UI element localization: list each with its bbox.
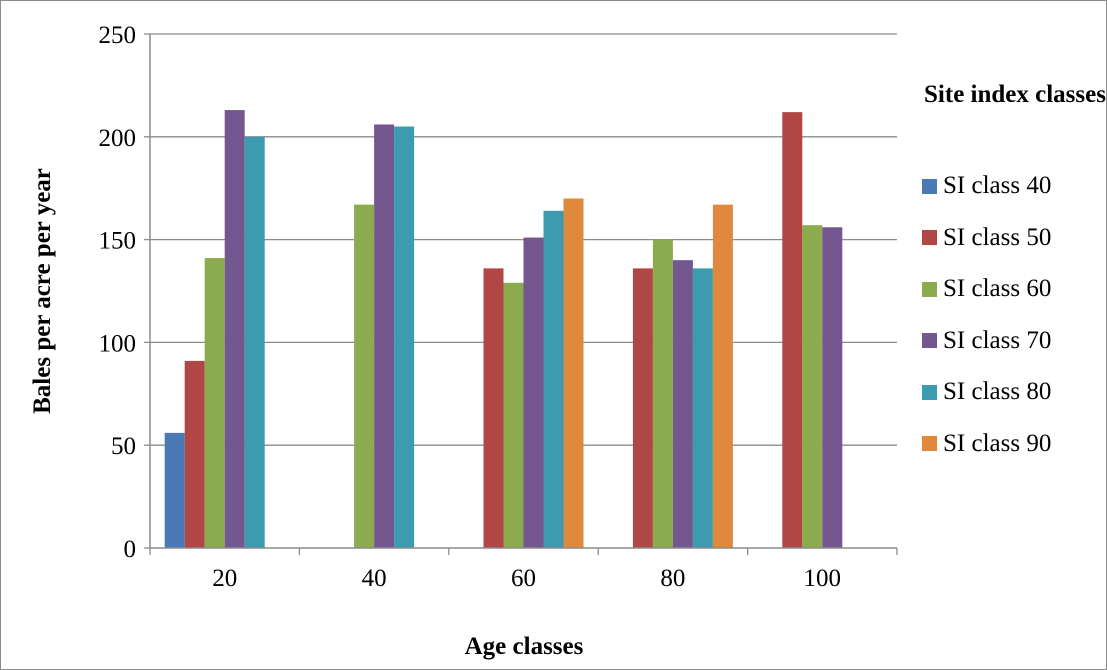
bar	[503, 282, 524, 548]
bar	[483, 268, 504, 548]
y-tick-label: 200	[99, 125, 137, 152]
legend-label: SI class 50	[943, 223, 1052, 251]
legend-swatch	[922, 281, 937, 297]
bar	[563, 198, 584, 549]
y-tick-label: 250	[99, 22, 137, 49]
bar	[394, 126, 415, 549]
y-tick-label: 0	[124, 536, 137, 563]
legend-label: SI class 70	[943, 326, 1052, 354]
axes	[149, 34, 897, 549]
bar	[354, 204, 375, 548]
legend-swatch	[922, 384, 937, 400]
x-tick-label: 40	[362, 565, 387, 592]
x-tick-label: 60	[511, 565, 536, 592]
bar	[374, 124, 395, 549]
bar	[244, 136, 265, 549]
legend-item: SI class 80	[922, 377, 1051, 407]
bar	[543, 210, 564, 549]
y-tick-label: 50	[111, 433, 136, 460]
x-tick-label: 20	[212, 565, 237, 592]
x-axis-title: Age classes	[465, 633, 584, 660]
y-tick-label: 150	[99, 228, 137, 255]
legend-swatch	[922, 436, 937, 451]
x-tick-label: 100	[804, 565, 842, 592]
legend-title: Site index classes	[924, 81, 1106, 108]
legend-item: SI class 90	[922, 429, 1051, 459]
bars	[164, 110, 843, 549]
bar	[652, 239, 673, 548]
legend-swatch	[922, 333, 937, 348]
legend-label: SI class 90	[943, 429, 1052, 457]
legend-item: SI class 50	[922, 223, 1051, 253]
bar	[204, 258, 225, 548]
bar	[712, 204, 733, 548]
bar	[184, 360, 205, 548]
axis-ticks: 0 50 100 150 200 250 20 40 60 80 100	[99, 22, 898, 592]
bar	[523, 237, 544, 548]
legend-label: SI class 80	[943, 378, 1052, 405]
y-axis-title: Bales per acre per year	[29, 168, 56, 414]
legend-swatch	[922, 230, 937, 245]
legend-item: SI class 60	[922, 274, 1051, 304]
bar	[782, 112, 803, 549]
legend-item: SI class 70	[922, 326, 1051, 356]
bar	[672, 260, 693, 548]
bar	[164, 432, 185, 548]
bar	[822, 227, 843, 548]
bar	[802, 225, 823, 548]
legend-swatch	[922, 178, 937, 194]
bar	[632, 268, 653, 548]
bar	[692, 268, 713, 548]
legend-label: SI class 60	[943, 275, 1052, 302]
legend-label: SI class 40	[943, 172, 1052, 199]
y-tick-label: 100	[99, 330, 137, 357]
bar	[224, 110, 245, 549]
x-tick-label: 80	[660, 565, 685, 592]
legend-item: SI class 40	[922, 171, 1051, 201]
